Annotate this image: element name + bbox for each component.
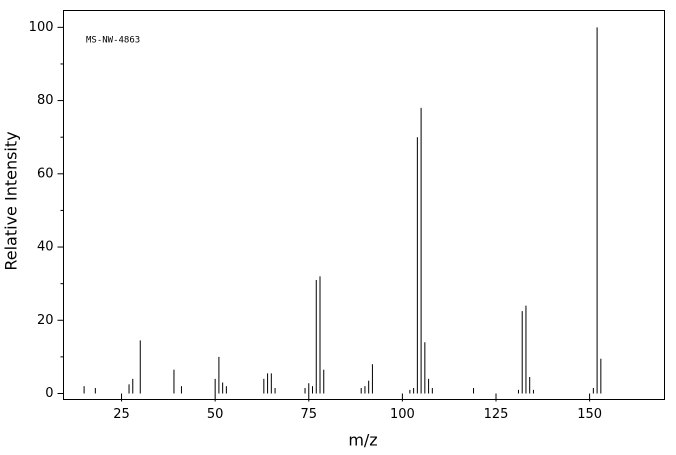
plot-frame — [63, 10, 665, 400]
y-axis-label: Relative Intensity — [2, 131, 21, 270]
x-tick-label: 25 — [113, 407, 130, 422]
y-tick-label: 0 — [45, 386, 53, 401]
x-tick-label: 125 — [484, 407, 509, 422]
y-tick-label: 20 — [37, 313, 54, 328]
x-axis-label: m/z — [348, 431, 377, 450]
x-tick-label: 75 — [300, 407, 317, 422]
y-tick-label: 60 — [37, 166, 54, 181]
y-tick-label: 100 — [29, 20, 54, 35]
y-tick-label: 80 — [37, 93, 54, 108]
x-tick-label: 150 — [577, 407, 602, 422]
x-tick-label: 50 — [207, 407, 224, 422]
annotation: MS-NW-4863 — [86, 36, 140, 46]
y-tick-label: 40 — [37, 240, 54, 255]
x-tick-label: 100 — [390, 407, 415, 422]
